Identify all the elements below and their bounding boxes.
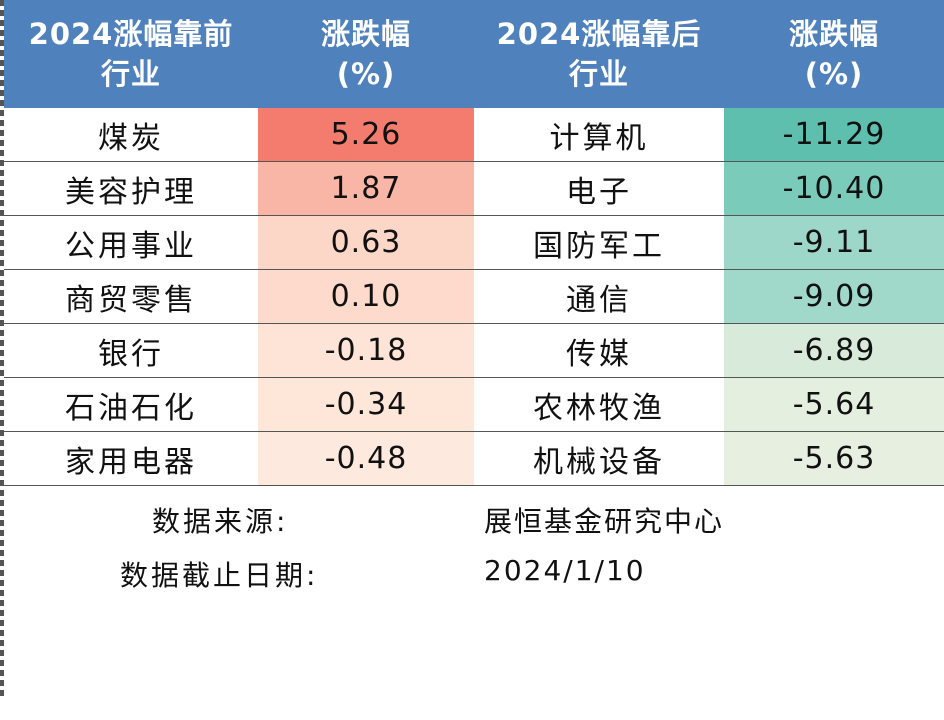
top-industry-cell: 公用事业 [4,215,258,270]
top-change-cell: -0.18 [258,323,474,378]
header-top-change: 涨跌幅 (%) [258,0,474,108]
header-top-change-line2: (%) [336,57,396,91]
top-change-cell: -0.48 [258,431,474,486]
top-change-cell: -0.34 [258,377,474,432]
header-top-change-line1: 涨跌幅 [320,17,411,51]
bottom-industry-cell: 电子 [474,161,724,216]
header-bottom-change-line2: (%) [804,57,864,91]
date-label: 数据截止日期: [120,559,319,592]
top-change-cell: 0.10 [258,269,474,324]
table-row: 美容护理 1.87 电子 -10.40 [4,161,944,216]
top-change-cell: 5.26 [258,108,474,162]
top-industry-cell: 石油石化 [4,377,258,432]
source-label: 数据来源: [152,505,289,538]
top-industry-cell: 商贸零售 [4,269,258,324]
date-value: 2024/1/10 [484,554,646,587]
header-bottom-industry-line1: 2024涨幅靠后 [496,17,702,51]
table-header-row: 2024涨幅靠前 行业 涨跌幅 (%) 2024涨幅靠后 行业 涨跌幅 (%) [4,0,944,108]
top-change-cell: 1.87 [258,161,474,216]
bottom-industry-cell: 计算机 [474,108,724,162]
left-dashed-border [0,0,4,700]
header-top-industry-line1: 2024涨幅靠前 [28,17,234,51]
bottom-change-cell: -6.89 [724,323,944,378]
table-row: 商贸零售 0.10 通信 -9.09 [4,269,944,324]
top-industry-cell: 银行 [4,323,258,378]
bottom-industry-cell: 农林牧渔 [474,377,724,432]
header-bottom-industry: 2024涨幅靠后 行业 [474,0,724,108]
bottom-change-cell: -5.63 [724,431,944,486]
header-top-industry-line2: 行业 [100,57,161,91]
source-value: 展恒基金研究中心 [484,505,725,538]
table-row: 石油石化 -0.34 农林牧渔 -5.64 [4,377,944,432]
header-top-industry: 2024涨幅靠前 行业 [4,0,258,108]
bottom-industry-cell: 国防军工 [474,215,724,270]
bottom-change-cell: -10.40 [724,161,944,216]
bottom-industry-cell: 传媒 [474,323,724,378]
bottom-industry-cell: 通信 [474,269,724,324]
bottom-change-cell: -5.64 [724,377,944,432]
top-industry-cell: 煤炭 [4,108,258,162]
header-bottom-change-line1: 涨跌幅 [788,17,879,51]
table-row: 公用事业 0.63 国防军工 -9.11 [4,215,944,270]
table-row: 家用电器 -0.48 机械设备 -5.63 [4,431,944,486]
bottom-change-cell: -9.09 [724,269,944,324]
table-row: 煤炭 5.26 计算机 -11.29 [4,108,944,162]
top-industry-cell: 家用电器 [4,431,258,486]
bottom-industry-cell: 机械设备 [474,431,724,486]
header-bottom-industry-line2: 行业 [568,57,629,91]
industry-change-table: 2024涨幅靠前 行业 涨跌幅 (%) 2024涨幅靠后 行业 涨跌幅 (%) … [4,0,944,486]
top-industry-cell: 美容护理 [4,161,258,216]
bottom-change-cell: -9.11 [724,215,944,270]
header-bottom-change: 涨跌幅 (%) [724,0,944,108]
bottom-change-cell: -11.29 [724,108,944,162]
table-row: 银行 -0.18 传媒 -6.89 [4,323,944,378]
top-change-cell: 0.63 [258,215,474,270]
